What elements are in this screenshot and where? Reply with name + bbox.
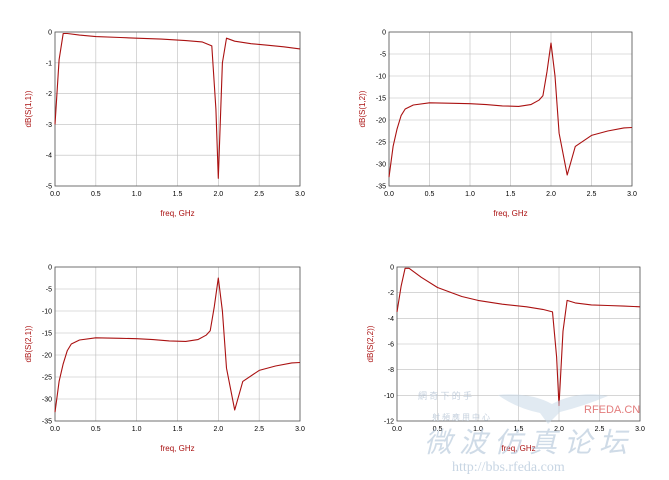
y-axis-label: dB(S(1,1))	[24, 90, 33, 127]
chart-s21: 0.0 0.5 1.0 1.5 2.0 2.5 3.0 -35 -30 -25 -20 -15 -10 -…	[24, 265, 305, 454]
watermark: 網 奇 下 的 手 RFEDA.CN 射 頻 應 用 中 心 微 波 仿 真 论…	[418, 390, 640, 475]
y-tick-label: -5	[46, 287, 52, 294]
y-tick-label: -25	[376, 140, 386, 147]
bird-logo-icon	[498, 394, 608, 424]
watermark-url: http://bbs.rfeda.com	[452, 460, 565, 475]
x-tick-label: 1.5	[173, 191, 183, 198]
series-line	[388, 42, 633, 178]
y-tick-label: -5	[46, 184, 52, 191]
y-tick-label: -30	[376, 162, 386, 169]
watermark-line1: 網 奇 下 的 手	[418, 390, 472, 401]
x-tick-label: 1.0	[473, 426, 483, 433]
watermark-chinese: 微 波 仿 真 论 坛	[424, 428, 630, 459]
x-tick-label: 1.5	[514, 426, 524, 433]
x-tick-label: 3.0	[295, 191, 305, 198]
y-tick-label: -4	[46, 153, 52, 160]
x-tick-label: 0.5	[433, 426, 443, 433]
x-tick-label: 2.5	[595, 426, 605, 433]
y-tick-label: -3	[46, 122, 52, 129]
x-tick-label: 0.5	[91, 426, 101, 433]
series-line	[396, 267, 641, 407]
x-tick-label: 2.0	[213, 426, 223, 433]
chart-s22: 0.0 0.5 1.0 1.5 2.0 2.5 3.0 -12 -10 -8 -6 -4 -2 0 freq…	[366, 265, 645, 454]
y-tick-label: -35	[376, 184, 386, 191]
y-tick-label: 0	[48, 265, 52, 272]
y-tick-label: 0	[382, 30, 386, 37]
x-axis-label: freq, GHz	[493, 209, 527, 218]
y-tick-label: -25	[42, 375, 52, 382]
y-tick-label: -12	[384, 419, 394, 426]
y-tick-label: -15	[42, 331, 52, 338]
y-tick-label: -5	[380, 52, 386, 59]
y-tick-label: -20	[42, 353, 52, 360]
x-axis-label: freq, GHz	[160, 444, 194, 453]
chart-s12: 0.0 0.5 1.0 1.5 2.0 2.5 3.0 -35 -30 -25 -20 -15 -10 -…	[358, 30, 637, 219]
x-axis-label: freq, GHz	[501, 444, 535, 453]
y-tick-label: -20	[376, 118, 386, 125]
series-line	[54, 32, 301, 179]
x-tick-label: 3.0	[635, 426, 645, 433]
series-line	[54, 277, 301, 413]
x-tick-label: 1.0	[132, 426, 142, 433]
y-tick-label: 0	[390, 265, 394, 272]
x-tick-label: 2.0	[213, 191, 223, 198]
x-axis-label: freq, GHz	[160, 209, 194, 218]
plot-frame	[396, 266, 641, 422]
y-tick-label: 0	[48, 30, 52, 37]
plot-frame	[54, 266, 301, 422]
x-tick-label: 0.0	[50, 191, 60, 198]
x-tick-label: 0.0	[392, 426, 402, 433]
y-tick-label: -4	[388, 316, 394, 323]
x-tick-label: 1.5	[173, 426, 183, 433]
watermark-line2: 射 頻 應 用 中 心	[432, 412, 490, 422]
x-tick-label: 3.0	[295, 426, 305, 433]
y-tick-label: -15	[376, 96, 386, 103]
x-tick-label: 2.0	[554, 426, 564, 433]
x-tick-label: 0.0	[384, 191, 394, 198]
plot-frame	[54, 31, 301, 187]
y-tick-label: -10	[42, 309, 52, 316]
y-tick-label: -6	[388, 342, 394, 349]
y-tick-label: -10	[384, 393, 394, 400]
x-tick-label: 0.0	[50, 426, 60, 433]
y-tick-label: -2	[388, 290, 394, 297]
x-tick-label: 1.0	[465, 191, 475, 198]
y-tick-label: -8	[388, 367, 394, 374]
watermark-brand: RFEDA.CN	[584, 404, 640, 416]
y-tick-label: -35	[42, 419, 52, 426]
y-axis-label: dB(S(2,2))	[366, 325, 375, 362]
x-tick-label: 1.0	[132, 191, 142, 198]
x-tick-label: 2.5	[254, 191, 264, 198]
x-tick-label: 0.5	[425, 191, 435, 198]
x-tick-label: 3.0	[627, 191, 637, 198]
x-tick-label: 1.5	[506, 191, 516, 198]
x-tick-label: 2.5	[587, 191, 597, 198]
plot-frame	[388, 31, 633, 187]
y-tick-label: -1	[46, 60, 52, 67]
x-tick-label: 2.0	[546, 191, 556, 198]
y-axis-label: dB(S(2,1))	[24, 325, 33, 362]
x-tick-label: 2.5	[254, 426, 264, 433]
chart-s11: 0.0 0.5 1.0 1.5 2.0 2.5 3.0 -5 -4 -3 -2 -1 0 freq, GH…	[24, 30, 305, 219]
y-tick-label: -2	[46, 91, 52, 98]
y-axis-label: dB(S(1,2))	[358, 90, 367, 127]
y-tick-label: -10	[376, 74, 386, 81]
y-tick-label: -30	[42, 397, 52, 404]
x-tick-label: 0.5	[91, 191, 101, 198]
